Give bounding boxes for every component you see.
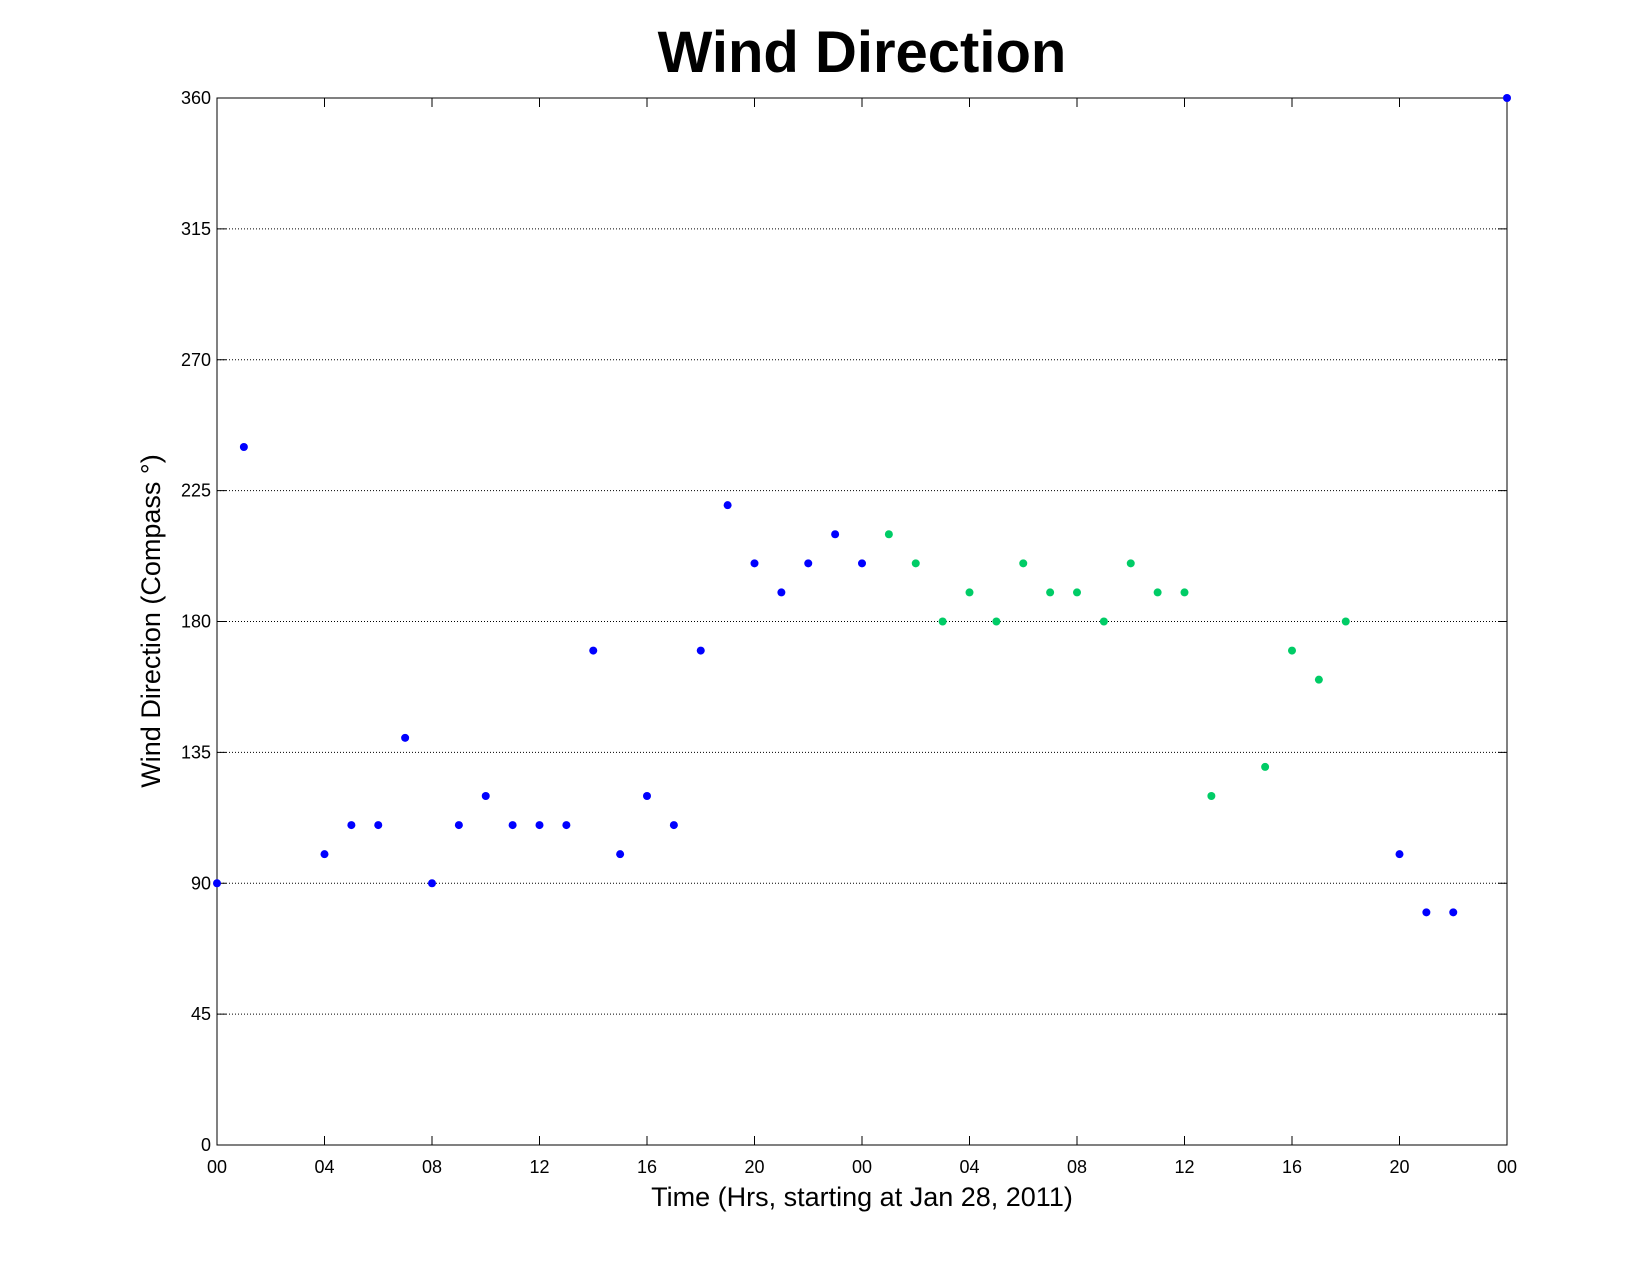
y-tick-label: 180 bbox=[181, 612, 211, 632]
data-point bbox=[643, 792, 651, 800]
x-tick-label: 16 bbox=[1282, 1157, 1302, 1177]
data-point bbox=[911, 559, 920, 568]
y-tick-label: 270 bbox=[181, 350, 211, 370]
data-point bbox=[616, 850, 625, 859]
data-point bbox=[1019, 559, 1028, 568]
x-tick-label: 08 bbox=[1067, 1157, 1087, 1177]
x-tick-label: 08 bbox=[422, 1157, 442, 1177]
data-point bbox=[213, 879, 221, 888]
data-point bbox=[481, 792, 490, 800]
data-point bbox=[1099, 617, 1108, 626]
x-tick-label: 00 bbox=[207, 1157, 227, 1177]
x-tick-label: 12 bbox=[529, 1157, 549, 1177]
data-point bbox=[454, 821, 463, 830]
data-point bbox=[1314, 675, 1323, 684]
data-point bbox=[1449, 908, 1458, 917]
y-tick-label: 45 bbox=[191, 1004, 211, 1024]
data-point bbox=[320, 850, 329, 859]
data-point bbox=[347, 821, 356, 830]
data-point bbox=[696, 646, 705, 655]
data-point bbox=[508, 821, 517, 830]
data-point bbox=[428, 879, 436, 888]
y-tick-label: 0 bbox=[201, 1135, 211, 1155]
y-tick-label: 90 bbox=[191, 873, 211, 893]
chart-title: Wind Direction bbox=[658, 20, 1067, 85]
y-axis-label: Wind Direction (Compass °) bbox=[136, 454, 166, 787]
data-point bbox=[1153, 588, 1162, 597]
data-point bbox=[965, 588, 974, 597]
data-point bbox=[1126, 559, 1135, 568]
data-point bbox=[1288, 646, 1296, 655]
data-point bbox=[374, 821, 383, 830]
data-point bbox=[1046, 588, 1055, 597]
x-tick-label: 12 bbox=[1174, 1157, 1194, 1177]
data-point bbox=[1261, 762, 1270, 771]
data-point bbox=[401, 733, 410, 742]
x-tick-label: 20 bbox=[1389, 1157, 1409, 1177]
x-axis-label: Time (Hrs, starting at Jan 28, 2011) bbox=[651, 1182, 1073, 1212]
data-point bbox=[1073, 588, 1081, 597]
data-point bbox=[992, 617, 1001, 626]
data-point bbox=[858, 559, 866, 568]
x-tick-label: 16 bbox=[637, 1157, 657, 1177]
x-tick-label: 04 bbox=[314, 1157, 334, 1177]
data-point bbox=[535, 821, 544, 830]
x-tick-label: 00 bbox=[852, 1157, 872, 1177]
data-point bbox=[589, 646, 598, 655]
data-point bbox=[884, 530, 893, 539]
data-point bbox=[831, 530, 840, 539]
data-point bbox=[669, 821, 678, 830]
y-tick-label: 225 bbox=[181, 481, 211, 501]
data-point bbox=[1422, 908, 1431, 917]
data-point bbox=[1207, 792, 1216, 800]
data-point bbox=[1503, 94, 1511, 102]
data-point bbox=[777, 588, 786, 597]
data-point bbox=[562, 821, 571, 830]
x-tick-label: 00 bbox=[1497, 1157, 1517, 1177]
data-point bbox=[723, 501, 732, 510]
point-layer bbox=[213, 94, 1511, 917]
y-tick-label: 360 bbox=[181, 88, 211, 108]
x-tick-label: 04 bbox=[959, 1157, 979, 1177]
data-point bbox=[750, 559, 759, 568]
data-point bbox=[804, 559, 813, 568]
y-tick-label: 135 bbox=[181, 742, 211, 762]
data-point bbox=[938, 617, 947, 626]
tick-layer: 0 45 90 135 180 225 270 315 360 00 04 08 12 16 20 00 04 0… bbox=[181, 88, 1517, 1177]
data-point bbox=[239, 443, 248, 451]
data-point bbox=[1180, 588, 1189, 597]
y-tick-label: 315 bbox=[181, 219, 211, 239]
data-point bbox=[1341, 617, 1350, 626]
data-point bbox=[1395, 850, 1404, 859]
x-tick-label: 20 bbox=[744, 1157, 764, 1177]
